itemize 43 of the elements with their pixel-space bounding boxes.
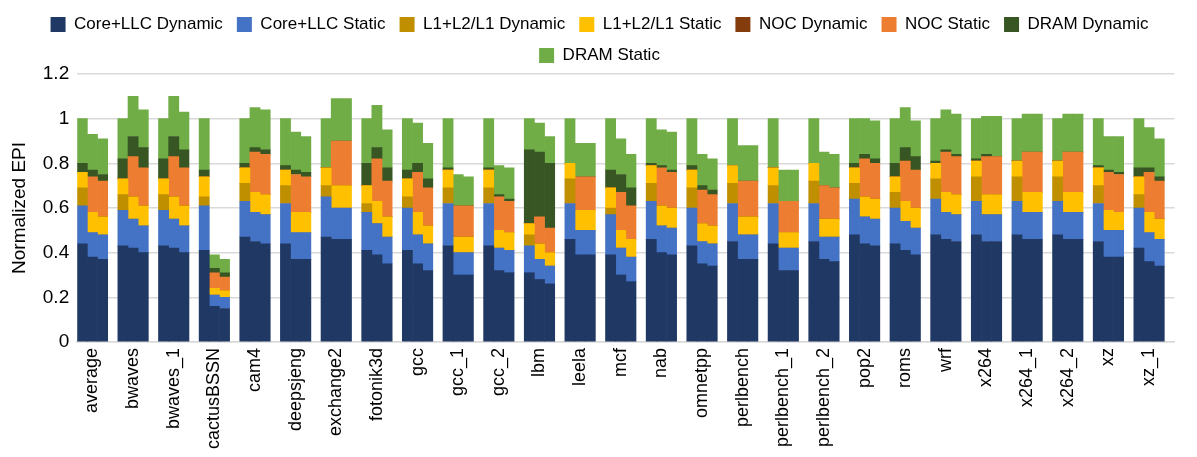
y-tick-label: 0.8	[42, 151, 70, 173]
x-tick-label: pop2	[853, 347, 874, 389]
x-tick-label: gcc_1	[447, 347, 469, 397]
y-tick-label: 0	[58, 330, 70, 352]
x-tick-label: bwaves_1	[162, 347, 184, 430]
x-tick-label: exchange2	[325, 347, 346, 437]
legend-label: Core+LLC Dynamic	[74, 14, 224, 34]
y-tick-label: 1	[58, 106, 70, 128]
x-tick-label: x264	[975, 347, 996, 388]
x-tick-label: cactusBSSN	[203, 347, 224, 450]
y-tick-label: 0.2	[42, 285, 70, 307]
x-tick-label: deepsjeng	[284, 347, 305, 432]
x-tick-label: perlbench_1	[772, 347, 794, 448]
x-tick-label: xz	[1097, 347, 1118, 366]
legend-label: NOC Static	[905, 14, 991, 34]
x-tick-label: cam4	[243, 347, 264, 392]
legend-label: NOC Dynamic	[758, 14, 869, 34]
legend-label: DRAM Dynamic	[1027, 14, 1149, 34]
x-tick-label: lbm	[528, 347, 549, 377]
y-tick-label: 0.4	[42, 240, 70, 262]
legend-label: L1+L2/L1 Dynamic	[423, 14, 566, 34]
y-tick-label: 1.2	[42, 62, 70, 84]
x-tick-label: roms	[894, 347, 915, 388]
x-tick-label: wrf	[934, 346, 955, 373]
x-tick-label: x264_1	[1016, 347, 1038, 408]
x-tick-label: fotonik3d	[365, 347, 386, 422]
x-tick-label: gcc_2	[487, 347, 509, 397]
x-tick-label: perlbench_2	[812, 347, 834, 448]
x-tick-label: average	[81, 347, 102, 414]
x-tick-label: omnetpp	[691, 347, 712, 419]
y-tick-label: 0.6	[42, 196, 70, 218]
x-tick-label: nab	[650, 347, 671, 379]
x-tick-label: xz_1	[1138, 347, 1160, 386]
x-tick-label: x264_2	[1056, 347, 1078, 408]
legend-label: L1+L2/L1 Static	[602, 14, 722, 34]
legend-label: DRAM Static	[562, 45, 661, 65]
x-tick-label: mcf	[609, 346, 630, 377]
x-tick-label: gcc	[406, 347, 427, 376]
x-tick-label: leela	[569, 346, 590, 386]
x-tick-label: perlbench	[731, 347, 752, 428]
legend-label: Core+LLC Static	[260, 14, 387, 34]
y-axis-title: Normalized EPI	[7, 141, 29, 274]
x-tick-label: bwaves	[122, 347, 143, 409]
